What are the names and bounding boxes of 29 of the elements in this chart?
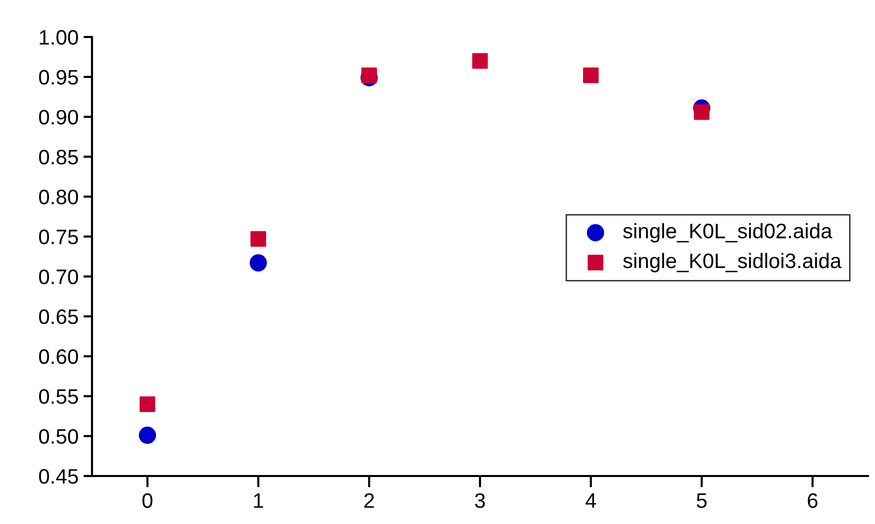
y-tick-label: 0.65 <box>39 309 78 324</box>
x-tick-label: 2 <box>364 493 374 508</box>
x-tick-label: 4 <box>586 493 596 508</box>
y-tick-label: 0.60 <box>39 349 78 364</box>
point <box>140 396 156 412</box>
point <box>472 53 488 69</box>
legend-label: single_K0L_sidloi3.aida <box>623 252 842 272</box>
point <box>361 68 377 84</box>
legend-label: single_K0L_sid02.aida <box>623 223 832 243</box>
point <box>250 231 266 247</box>
point <box>583 68 599 84</box>
y-tick-label: 0.80 <box>39 190 78 204</box>
x-tick-label: 5 <box>696 493 707 508</box>
y-tick-label: 0.90 <box>39 110 78 125</box>
point <box>138 426 156 444</box>
x-tick-label: 0 <box>142 493 152 508</box>
y-tick-label: 0.45 <box>39 469 78 484</box>
x-tick-label: 6 <box>808 493 818 508</box>
x-tick-label: 3 <box>475 493 485 508</box>
point <box>250 254 267 272</box>
point <box>694 104 710 120</box>
y-tick-label: 0.85 <box>39 150 78 164</box>
y-tick-label: 0.70 <box>39 269 78 284</box>
y-tick-label: 0.50 <box>39 429 78 444</box>
x-tick-label: 1 <box>254 493 264 508</box>
y-tick-label: 0.55 <box>39 389 78 404</box>
y-tick-label: 1.00 <box>40 30 78 45</box>
y-tick-label: 0.95 <box>39 70 78 85</box>
y-tick-label: 0.75 <box>39 230 78 244</box>
